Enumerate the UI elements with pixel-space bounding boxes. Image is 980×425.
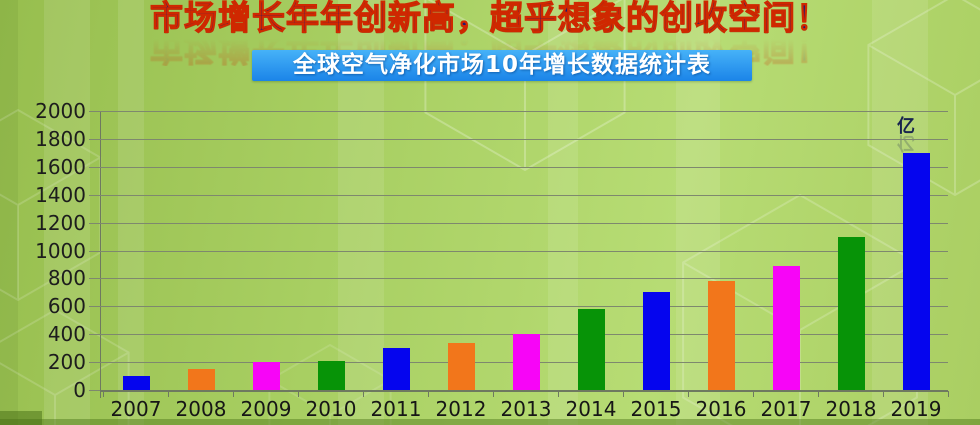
gridline-2000 [100,111,948,112]
x-tick [558,391,559,397]
y-tick-1600 [89,166,100,168]
bar-2018 [837,236,865,390]
x-axis-label: 2014 [565,397,617,421]
y-tick-0 [89,390,100,391]
bar-2016 [707,281,735,390]
x-axis-label: 2015 [630,397,682,421]
gridline-1200 [100,222,948,224]
y-axis-label: 800 [47,266,86,291]
gridline-1800 [100,138,948,140]
y-axis-label: 1000 [35,238,86,263]
x-tick [493,391,494,397]
bar-2014 [577,309,605,390]
y-axis-label: 1400 [35,182,86,207]
gridline-600 [100,306,948,308]
x-axis-label: 2018 [825,397,877,421]
bar-2012 [447,342,475,390]
x-axis-label: 2017 [760,397,812,421]
y-axis-label: 1600 [35,154,86,179]
gridline-0 [100,390,948,392]
gridline-1000 [100,250,948,252]
x-tick [103,391,104,397]
x-tick [298,391,299,397]
y-tick-1400 [89,194,100,196]
title-block: 市场增长年年创新高，超乎想象的创收空间！ 市场增长年年创新高，超乎想象的创收空间… [0,0,980,69]
x-tick [818,391,819,397]
bg-stripe [0,0,18,425]
x-tick [948,391,949,397]
x-axis-label: 2009 [240,397,292,421]
y-axis-label: 400 [47,322,86,347]
corner-block [0,411,42,425]
x-axis-label: 2010 [305,397,357,421]
bar-2017 [772,265,800,390]
y-tick-1800 [89,138,100,140]
x-axis-label: 2016 [695,397,747,421]
x-axis-label: 2012 [435,397,487,421]
y-tick-400 [89,334,100,336]
x-tick [688,391,689,397]
gridline-800 [100,278,948,280]
bar-2015 [642,292,670,390]
bottom-strip [0,419,980,425]
x-tick [233,391,234,397]
y-tick-2000 [89,111,100,112]
bar-2008 [187,369,215,390]
y-axis-line [100,111,101,398]
x-axis-label: 2007 [110,397,162,421]
y-axis-label: 0 [73,378,86,402]
y-tick-600 [89,306,100,308]
y-tick-800 [89,278,100,280]
y-tick-1200 [89,222,100,224]
bg-stripe [44,0,90,425]
bg-stripe [118,0,144,425]
gridline-1600 [100,166,948,168]
x-tick [883,391,884,397]
bar-2007 [122,376,150,390]
y-axis-label: 200 [47,350,86,375]
y-axis-label: 2000 [35,99,86,123]
y-tick-200 [89,362,100,364]
y-tick-1000 [89,250,100,252]
x-tick [363,391,364,397]
bar-2019 [902,152,930,390]
bar-2009 [252,362,280,390]
bar-2010 [317,360,345,390]
x-tick [753,391,754,397]
y-axis-label: 600 [47,294,86,319]
page-title: 市场增长年年创新高，超乎想象的创收空间！ [149,0,830,37]
y-axis-label: 1200 [35,210,86,235]
unit-label: 亿 [897,116,915,137]
x-tick [168,391,169,397]
subtitle-banner: 全球空气净化市场10年增长数据统计表 [252,50,752,81]
x-axis-label: 2008 [175,397,227,421]
x-axis-label: 2013 [500,397,552,421]
x-tick [623,391,624,397]
x-tick [428,391,429,397]
x-axis-label: 2019 [890,397,942,421]
gridline-1400 [100,194,948,196]
bar-2011 [382,348,410,390]
y-axis-label: 1800 [35,126,86,151]
bar-2013 [512,334,540,390]
x-axis-label: 2011 [370,397,422,421]
subtitle-banner-label: 全球空气净化市场10年增长数据统计表 [292,52,711,78]
